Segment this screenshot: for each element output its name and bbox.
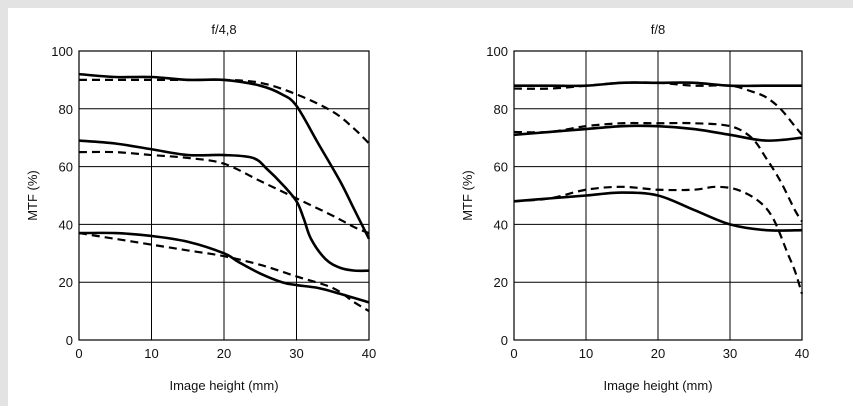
y-tick-label: 100 <box>486 44 508 59</box>
plot-area-border <box>78 50 370 341</box>
x-tick-label: 10 <box>579 346 593 361</box>
y-tick-label: 60 <box>494 160 508 175</box>
chart-panel-1: 0 10 20 30 40 0 20 40 60 80 100 f/4,8 Image height (… <box>25 22 376 393</box>
y-tick-label: 100 <box>51 44 73 59</box>
x-tick-label: 0 <box>510 346 517 361</box>
x-tick-label: 30 <box>723 346 737 361</box>
y-tick-label: 80 <box>494 102 508 117</box>
series-line-5-solid <box>78 231 370 304</box>
y-axis-label: MTF (%) <box>460 170 475 221</box>
y-tick-label: 0 <box>66 333 73 348</box>
x-tick-label: 20 <box>651 346 665 361</box>
y-tick-label: 20 <box>494 275 508 290</box>
x-tick-label: 30 <box>289 346 303 361</box>
series-line-2-dashed <box>513 81 803 136</box>
chart-title: f/4,8 <box>211 22 236 37</box>
y-axis-label: MTF (%) <box>25 170 40 221</box>
chart-panel-2: 0 10 20 30 40 0 20 40 60 80 100 f/8 Image height (mm… <box>460 22 809 393</box>
x-tick-label: 20 <box>217 346 231 361</box>
y-tick-label: 40 <box>494 217 508 232</box>
series-line-6-dashed <box>78 231 370 313</box>
x-tick-label: 10 <box>144 346 158 361</box>
x-tick-label: 40 <box>795 346 809 361</box>
series-line-4-dashed <box>513 121 803 223</box>
y-tick-label: 0 <box>501 333 508 348</box>
y-tick-label: 80 <box>59 102 73 117</box>
x-tick-label: 0 <box>75 346 82 361</box>
x-tick-label: 40 <box>362 346 376 361</box>
series-line-2-dashed <box>79 78 370 145</box>
y-tick-label: 60 <box>59 160 73 175</box>
series-line-1-solid <box>78 72 371 240</box>
y-tick-label: 40 <box>59 217 73 232</box>
plot-area-border <box>513 50 803 341</box>
series-line-3-solid <box>78 139 370 273</box>
series-line-4-dashed <box>78 150 370 235</box>
chart-frame: 0 10 20 30 40 0 20 40 60 80 100 f/4,8 Image height (… <box>8 8 853 406</box>
y-tick-label: 20 <box>59 275 73 290</box>
series-line-5-solid <box>513 191 803 232</box>
x-axis-label: Image height (mm) <box>169 378 278 393</box>
x-axis-label: Image height (mm) <box>603 378 712 393</box>
chart-title: f/8 <box>651 22 665 37</box>
